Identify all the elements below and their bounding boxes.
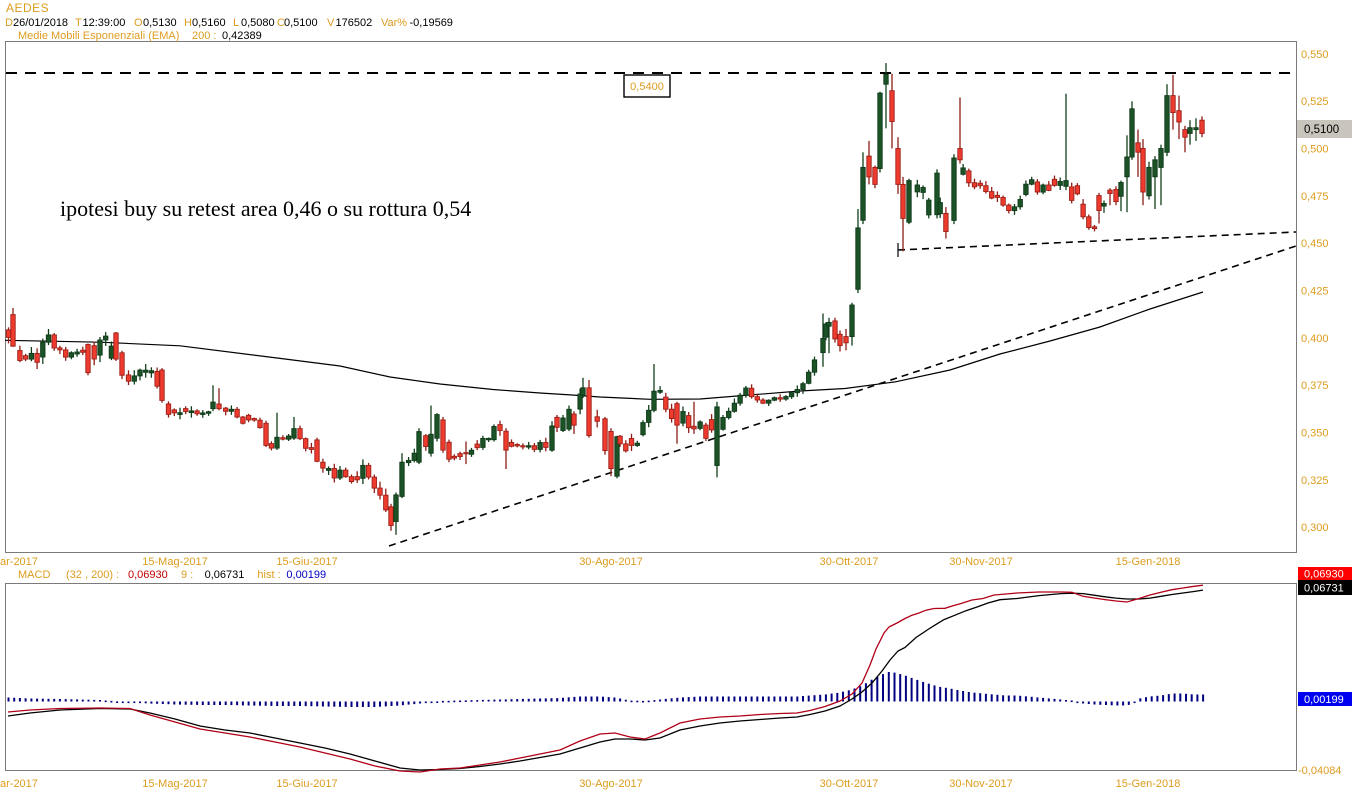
svg-text:ipotesi buy su retest area 0,4: ipotesi buy su retest area 0,46 o su rot… [60,196,471,221]
svg-text:ar-2017: ar-2017 [0,556,38,568]
svg-text:MACD: MACD [18,569,50,581]
svg-text:-0,04084: -0,04084 [1298,765,1341,777]
svg-text:0,06930: 0,06930 [1304,569,1344,581]
svg-text:15-Mag-2017: 15-Mag-2017 [142,556,207,568]
svg-text:0,525: 0,525 [1301,96,1329,108]
svg-text:0,450: 0,450 [1301,238,1329,250]
svg-text:0,06731: 0,06731 [1304,583,1344,595]
svg-text:0,325: 0,325 [1301,475,1329,487]
svg-text:30-Nov-2017: 30-Nov-2017 [949,556,1013,568]
svg-text:30-Ago-2017: 30-Ago-2017 [579,556,643,568]
svg-text:ar-2017: ar-2017 [0,778,38,790]
svg-text:0,425: 0,425 [1301,286,1329,298]
svg-text:30-Ott-2017: 30-Ott-2017 [820,556,879,568]
svg-text:30-Ago-2017: 30-Ago-2017 [579,778,643,790]
svg-text:15-Gen-2018: 15-Gen-2018 [1116,556,1181,568]
svg-text:15-Mag-2017: 15-Mag-2017 [142,778,207,790]
svg-text:0,350: 0,350 [1301,428,1329,440]
svg-text:0,400: 0,400 [1301,333,1329,345]
svg-text:0,06731: 0,06731 [205,569,245,581]
svg-text:15-Gen-2018: 15-Gen-2018 [1116,778,1181,790]
svg-text:0,00199: 0,00199 [1304,694,1344,706]
svg-text:0,00199: 0,00199 [286,569,326,581]
svg-text:0,300: 0,300 [1301,522,1329,534]
svg-text:0,06930: 0,06930 [128,569,168,581]
svg-text:9 :: 9 : [181,569,193,581]
svg-text:0,5100: 0,5100 [1304,124,1339,136]
svg-text:hist :: hist : [257,569,280,581]
svg-text:15-Giu-2017: 15-Giu-2017 [276,556,337,568]
svg-text:15-Giu-2017: 15-Giu-2017 [276,778,337,790]
svg-text:30-Nov-2017: 30-Nov-2017 [949,778,1013,790]
svg-text:30-Ott-2017: 30-Ott-2017 [820,778,879,790]
svg-text:0,5400: 0,5400 [630,81,664,93]
svg-text:0,550: 0,550 [1301,49,1329,61]
svg-text:(32 , 200) :: (32 , 200) : [66,569,119,581]
svg-text:0,475: 0,475 [1301,191,1329,203]
svg-text:0,500: 0,500 [1301,144,1329,156]
svg-text:0,375: 0,375 [1301,380,1329,392]
